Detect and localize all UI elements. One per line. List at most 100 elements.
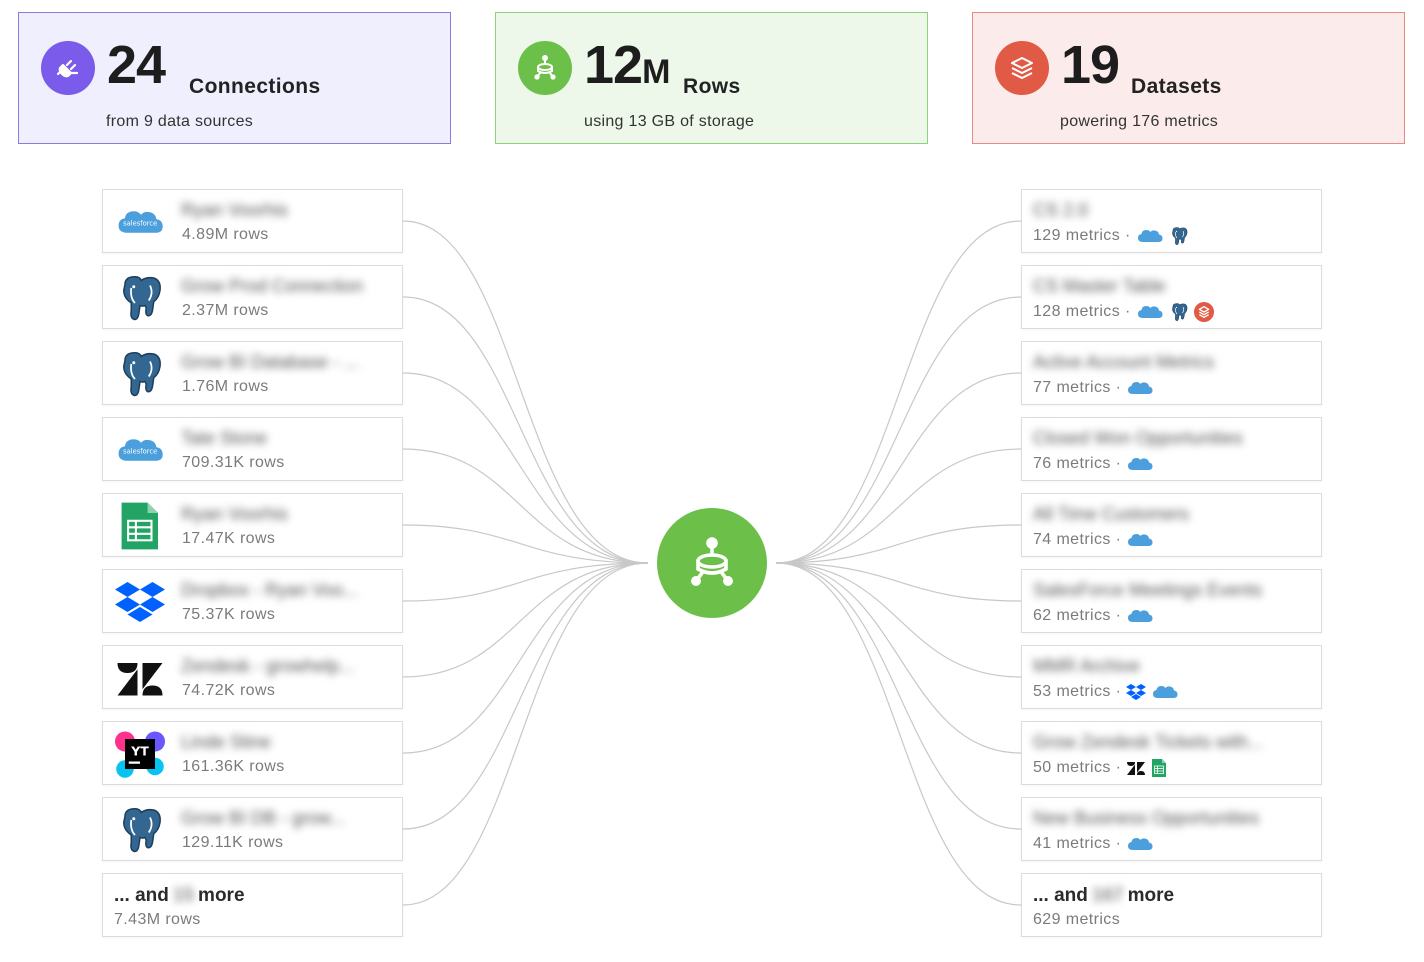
dataset-line <box>775 562 1022 830</box>
salesforce-icon: salesforce <box>113 196 167 248</box>
central-hub-icon <box>657 508 767 618</box>
dataset-metrics: 41 metrics · <box>1033 834 1154 854</box>
connection-card[interactable]: Grow Prod Connection 2.37M rows <box>102 265 403 329</box>
rows-label: Rows <box>683 75 741 98</box>
connections-more-text: ... and 15 more <box>114 885 245 907</box>
svg-text:YT: YT <box>130 743 149 758</box>
datasets-count: 19 <box>1061 35 1120 95</box>
connection-row-count: 75.37K rows <box>182 606 276 623</box>
connection-name: Tate Stone <box>181 428 268 448</box>
salesforce-icon: salesforce <box>113 424 167 476</box>
datasets-more-text: ... and 167 more <box>1033 885 1174 907</box>
connection-card[interactable]: Grow BI Database - ... 1.76M rows <box>102 341 403 405</box>
dataset-line <box>775 562 1022 906</box>
rows-count-number: 12 <box>584 35 643 95</box>
dataset-metric-count: 76 metrics · <box>1033 455 1122 472</box>
google-sheets-icon <box>1151 758 1167 778</box>
dataset-metrics: 76 metrics · <box>1033 454 1154 474</box>
datasets-more-card[interactable]: ... and 167 more 629 metrics <box>1021 873 1322 937</box>
dropbox-icon <box>113 576 167 628</box>
dataset-metrics: 77 metrics · <box>1033 378 1154 398</box>
zendesk-icon <box>113 652 167 704</box>
dataset-metric-count: 41 metrics · <box>1033 835 1122 852</box>
dataset-card[interactable]: CS Master Table 128 metrics · <box>1021 265 1322 329</box>
connection-name: Linde Stine <box>181 732 272 752</box>
dataset-metric-count: 129 metrics · <box>1033 227 1131 244</box>
svg-text:salesforce: salesforce <box>123 220 157 228</box>
dataset-line <box>775 562 1022 602</box>
connections-more-row-count: 7.43M rows <box>114 911 201 928</box>
dataset-card[interactable]: Active Account Metrics 77 metrics · <box>1021 341 1322 405</box>
connections-label: Connections <box>189 75 321 98</box>
connections-subtitle: from 9 data sources <box>106 113 254 130</box>
salesforce-icon <box>1126 606 1154 626</box>
dataset-sources <box>1126 454 1154 474</box>
connection-name: Ryan Voorhis <box>181 200 289 220</box>
dataset-metric-count: 77 metrics · <box>1033 379 1122 396</box>
connections-stat-card[interactable]: 24 Connections from 9 data sources <box>18 12 451 144</box>
storage-hub-icon <box>518 41 572 95</box>
connection-card[interactable]: Ryan Voorhis 17.47K rows <box>102 493 403 557</box>
dataset-sources <box>1126 834 1154 854</box>
dataset-line <box>775 562 1022 754</box>
dataset-card[interactable]: All Time Customers 74 metrics · <box>1021 493 1322 557</box>
dataset-metric-count: 50 metrics · <box>1033 759 1122 776</box>
connection-row-count: 17.47K rows <box>182 530 276 547</box>
google-sheets-icon <box>113 500 167 552</box>
dataset-line <box>775 524 1022 564</box>
salesforce-icon <box>1136 302 1164 322</box>
dataset-name: SalesForce Meetings Events <box>1033 580 1263 600</box>
dataset-line <box>775 296 1022 564</box>
dataset-card[interactable]: CS 2.0 129 metrics · <box>1021 189 1322 253</box>
postgres-icon <box>113 272 167 324</box>
rows-count: 12M <box>584 35 670 102</box>
dataset-name: Grow Zendesk Tickets with... <box>1033 732 1264 752</box>
dataset-card[interactable]: MMR Archive 53 metrics · <box>1021 645 1322 709</box>
dataset-metrics: 50 metrics · <box>1033 758 1167 778</box>
dataset-line <box>775 562 1022 678</box>
connection-card[interactable]: YT Linde Stine 161.36K rows <box>102 721 403 785</box>
connection-card[interactable]: salesforce Tate Stone 709.31K rows <box>102 417 403 481</box>
dataset-metrics: 53 metrics · <box>1033 682 1179 702</box>
connection-card[interactable]: salesforce Ryan Voorhis 4.89M rows <box>102 189 403 253</box>
dataset-sources <box>1126 378 1154 398</box>
dataset-metrics: 129 metrics · <box>1033 226 1189 246</box>
dataset-sources <box>1136 226 1189 246</box>
connection-line <box>402 562 649 602</box>
more-number: 167 <box>1091 885 1124 906</box>
connection-line <box>402 562 649 906</box>
dataset-metric-count: 53 metrics · <box>1033 683 1122 700</box>
dataset-name: MMR Archive <box>1033 656 1141 676</box>
postgres-icon <box>1169 226 1189 246</box>
plug-icon <box>41 41 95 95</box>
dataset-card[interactable]: Closed Won Opportunities 76 metrics · <box>1021 417 1322 481</box>
connection-card[interactable]: Grow BI DB - grow... 129.11K rows <box>102 797 403 861</box>
more-suffix: more <box>1127 885 1175 906</box>
dataset-card[interactable]: New Business Opportunities 41 metrics · <box>1021 797 1322 861</box>
connection-line <box>402 562 649 754</box>
connections-more-card[interactable]: ... and 15 more 7.43M rows <box>102 873 403 937</box>
dataset-card[interactable]: Grow Zendesk Tickets with... 50 metrics … <box>1021 721 1322 785</box>
dataset-sources <box>1126 682 1179 702</box>
datasets-more-metric-count: 629 metrics <box>1033 911 1121 928</box>
dataset-card[interactable]: SalesForce Meetings Events 62 metrics · <box>1021 569 1322 633</box>
connection-name: Zendesk - growhelp... <box>181 656 355 676</box>
connection-line <box>402 524 649 564</box>
connections-count: 24 <box>107 35 166 95</box>
rows-stat-card[interactable]: 12M Rows using 13 GB of storage <box>495 12 928 144</box>
dataset-name: CS 2.0 <box>1033 200 1089 220</box>
datasets-stat-card[interactable]: 19 Datasets powering 176 metrics <box>972 12 1405 144</box>
datasets-subtitle: powering 176 metrics <box>1060 113 1219 130</box>
postgres-icon <box>1169 302 1189 322</box>
connection-row-count: 2.37M rows <box>182 302 269 319</box>
connection-line <box>402 372 649 564</box>
connection-card[interactable]: Dropbox - Ryan Voo... 75.37K rows <box>102 569 403 633</box>
connection-name: Grow BI Database - ... <box>181 352 360 372</box>
dataset-line <box>775 220 1022 564</box>
salesforce-icon <box>1126 530 1154 550</box>
dataset-icon <box>1193 302 1214 322</box>
postgres-icon <box>113 348 167 400</box>
more-number: 15 <box>172 885 195 906</box>
connection-card[interactable]: Zendesk - growhelp... 74.72K rows <box>102 645 403 709</box>
rows-subtitle: using 13 GB of storage <box>584 113 755 130</box>
